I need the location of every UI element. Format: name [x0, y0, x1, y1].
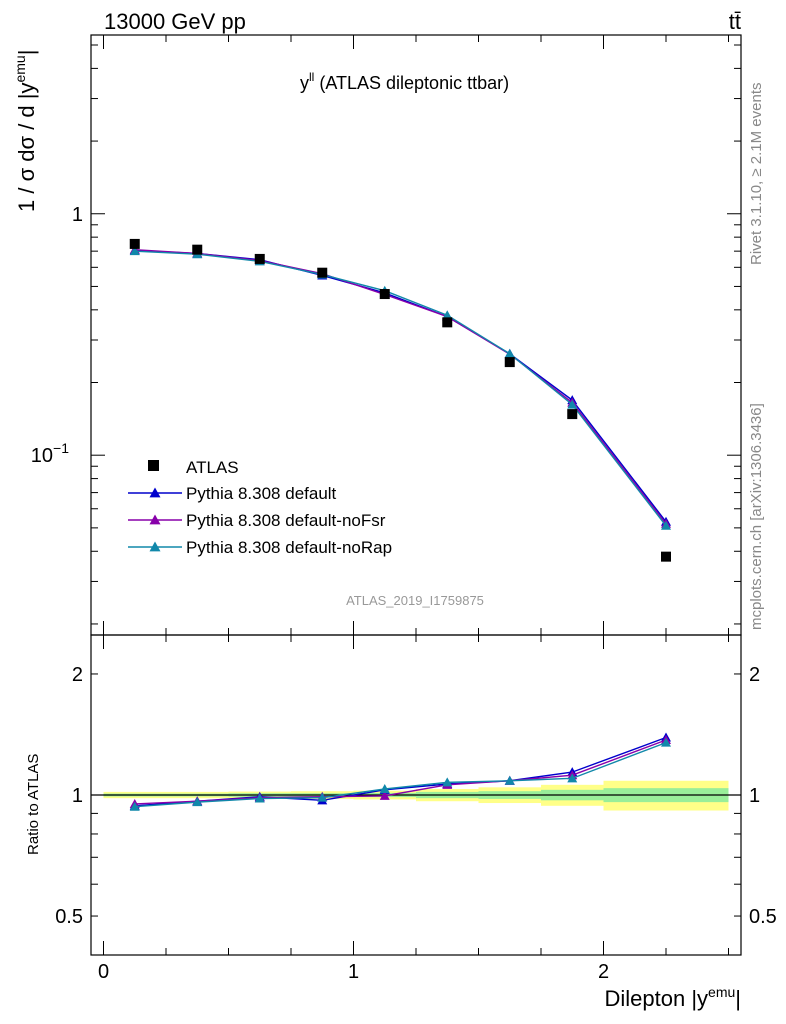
main-ylabel: 1 / σ dσ / d |yemu|: [12, 50, 39, 212]
main-data-point: [379, 289, 390, 300]
ratio-series-point-2: [567, 773, 578, 783]
ratio-ylabel: Ratio to ATLAS: [25, 754, 42, 855]
main-series-point-2: [129, 246, 140, 256]
ratio-series-point-2: [504, 775, 515, 785]
legend-marker-0: [149, 487, 161, 498]
legend-label-1: Pythia 8.308 default-noFsr: [186, 511, 386, 530]
ratio-xtick-label: 2: [598, 961, 609, 983]
legend-marker-2: [149, 541, 161, 552]
ratio-ytick-label: 1: [72, 785, 83, 807]
mcplots-label: mcplots.cern.ch [arXiv:1306.3436]: [748, 403, 765, 630]
main-series-point-2: [661, 520, 671, 530]
ratio-series-point-1: [379, 790, 390, 800]
main-data-point: [661, 551, 671, 562]
main-data-point: [442, 317, 453, 328]
ratio-series-point-2: [661, 737, 671, 747]
main-data-point: [567, 409, 578, 420]
legend-label-2: Pythia 8.308 default-noRap: [186, 538, 392, 557]
legend-label-data: ATLAS: [186, 458, 239, 477]
ratio-panel: 0.5 1 2 0.5 1 2 0 1 2 Ratio to ATLAS Dilepton |yem…: [25, 634, 777, 1011]
main-ytick-label: 10−1: [31, 440, 69, 467]
ratio-series-point-2: [442, 777, 453, 787]
ratio-xlabel: Dilepton |yemu|: [605, 984, 742, 1011]
ratio-series-point-2: [254, 793, 265, 803]
ratio-ytick-label-right: 2: [749, 664, 760, 686]
legend-label-0: Pythia 8.308 default: [186, 484, 337, 503]
legend-marker-1: [149, 514, 161, 525]
main-series-point-2: [567, 399, 578, 409]
main-title: yll (ATLAS dileptonic ttbar): [300, 70, 509, 93]
ratio-xtick-label: 1: [348, 961, 359, 983]
main-data-point: [254, 253, 265, 264]
ratio-ytick-label: 0.5: [55, 906, 83, 928]
rivet-label: Rivet 3.1.10, ≥ 2.1M events: [748, 83, 765, 266]
main-data-point: [317, 267, 328, 278]
ratio-xtick-label: 0: [98, 961, 109, 983]
main-series-line-0: [134, 249, 667, 523]
main-series-point-2: [442, 310, 453, 320]
main-data-point: [504, 357, 515, 368]
ratio-ytick-label-right: 1: [749, 785, 760, 807]
ratio-series-point-2: [379, 783, 390, 793]
ratio-ytick-label: 2: [72, 664, 83, 686]
header-ttbar: tt̄: [729, 9, 741, 34]
main-series-point-2: [504, 348, 515, 358]
main-panel: 1 10−1 yll (ATLAS dileptonic ttbar) ATLAS_2…: [12, 34, 742, 636]
main-data-point: [192, 244, 203, 255]
ratio-series-point-2: [192, 797, 203, 807]
main-watermark: ATLAS_2019_I1759875: [346, 593, 484, 608]
legend-marker-data: [148, 460, 159, 471]
main-data-point: [129, 238, 140, 249]
ratio-series-point-2: [129, 801, 140, 811]
header-process: 13000 GeV pp: [104, 9, 246, 34]
main-ytick-label: 1: [72, 204, 83, 226]
ratio-series-point-2: [317, 792, 328, 802]
main-series-line-1: [134, 248, 667, 525]
ratio-ytick-label-right: 0.5: [749, 906, 777, 928]
